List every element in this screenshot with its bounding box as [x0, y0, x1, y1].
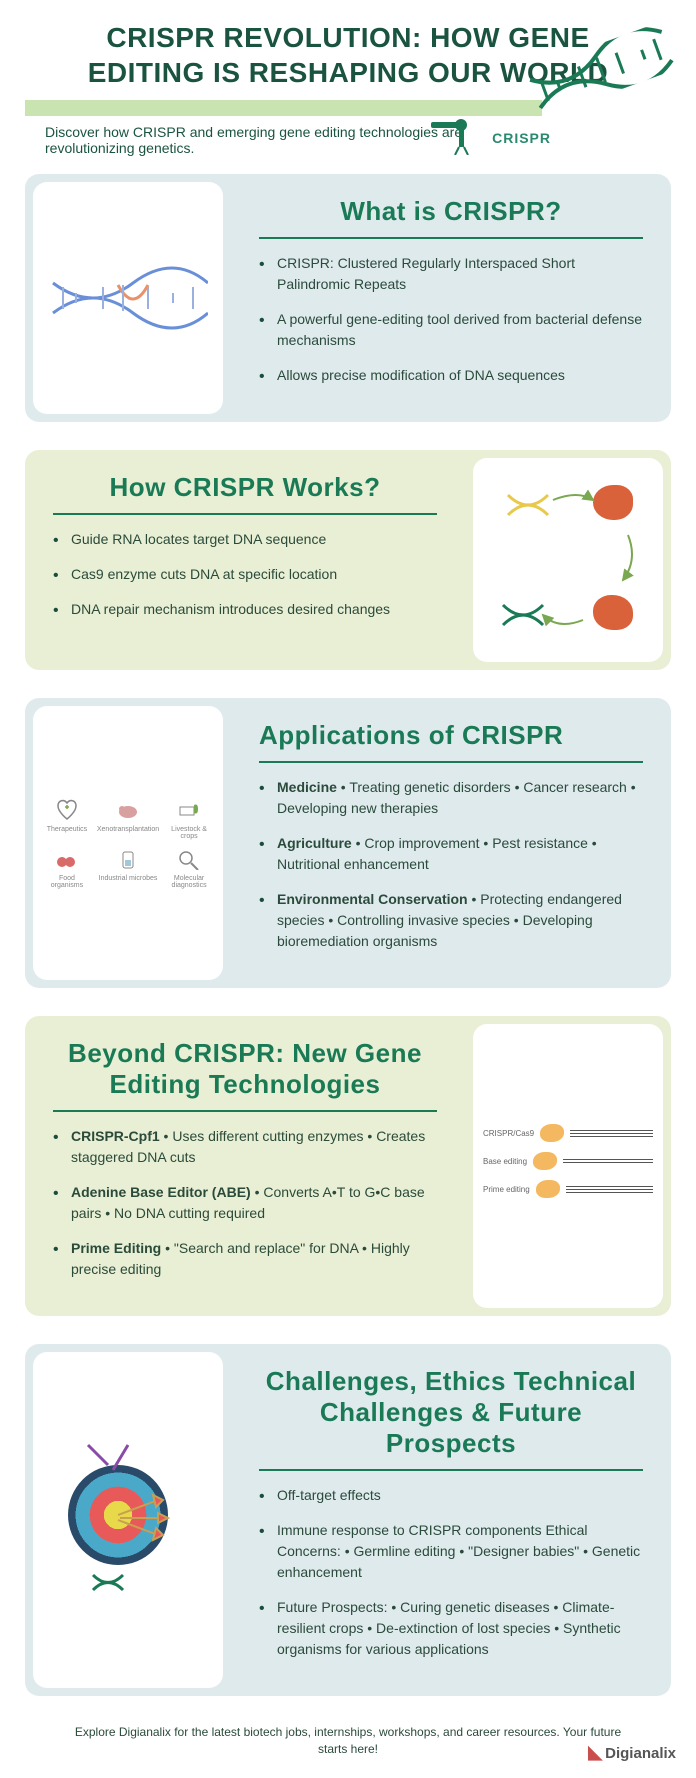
list-item: Allows precise modification of DNA seque… — [259, 365, 643, 386]
microbes-icon — [113, 846, 143, 872]
section-applications: Therapeutics Xenotransplantation Livesto… — [25, 698, 671, 988]
points-list: Medicine • Treating genetic disorders • … — [259, 777, 643, 952]
list-item: CRISPR-Cpf1 • Uses different cutting enz… — [53, 1126, 437, 1168]
divider — [53, 513, 437, 515]
divider — [259, 1469, 643, 1471]
section-challenges: Challenges, Ethics Technical Challenges … — [25, 1344, 671, 1696]
points-list: Off-target effects Immune response to CR… — [259, 1485, 643, 1660]
crispr-cycle-icon — [493, 485, 643, 635]
list-item: Adenine Base Editor (ABE) • Converts A•T… — [53, 1182, 437, 1224]
section-image: Therapeutics Xenotransplantation Livesto… — [33, 706, 223, 980]
points-list: Guide RNA locates target DNA sequence Ca… — [53, 529, 437, 620]
dna-icon — [48, 263, 208, 333]
section-title: Beyond CRISPR: New Gene Editing Technolo… — [53, 1038, 437, 1100]
section-image — [33, 1352, 223, 1688]
section-title: How CRISPR Works? — [53, 472, 437, 503]
robot-arm-icon — [431, 115, 481, 155]
list-item: Off-target effects — [259, 1485, 643, 1506]
crispr-label: CRISPR — [492, 130, 551, 146]
decorative-band — [25, 100, 542, 116]
divider — [53, 1110, 437, 1112]
editing-diagram: CRISPR/Cas9 Base editing Prime editing — [483, 1124, 653, 1208]
therapeutics-icon — [52, 797, 82, 823]
target-icon — [58, 1440, 198, 1600]
list-item: Immune response to CRISPR components Eth… — [259, 1520, 643, 1583]
divider — [259, 237, 643, 239]
section-what-is-crispr: What is CRISPR? CRISPR: Clustered Regula… — [25, 174, 671, 422]
section-image: CRISPR/Cas9 Base editing Prime editing — [473, 1024, 663, 1308]
footer-text: Explore Digianalix for the latest biotec… — [25, 1724, 671, 1758]
brand-logo: ◣Digianalix — [588, 1742, 676, 1763]
section-beyond-crispr: Beyond CRISPR: New Gene Editing Technolo… — [25, 1016, 671, 1316]
xeno-icon — [113, 797, 143, 823]
section-title: Challenges, Ethics Technical Challenges … — [259, 1366, 643, 1459]
list-item: Environmental Conservation • Protecting … — [259, 889, 643, 952]
list-item: DNA repair mechanism introduces desired … — [53, 599, 437, 620]
points-list: CRISPR: Clustered Regularly Interspaced … — [259, 253, 643, 386]
section-image — [473, 458, 663, 662]
livestock-icon — [174, 797, 204, 823]
food-icon — [52, 846, 82, 872]
list-item: Cas9 enzyme cuts DNA at specific locatio… — [53, 564, 437, 585]
cycle-arrows-icon — [493, 485, 643, 635]
section-title: What is CRISPR? — [259, 196, 643, 227]
list-item: Guide RNA locates target DNA sequence — [53, 529, 437, 550]
divider — [259, 761, 643, 763]
list-item: Medicine • Treating genetic disorders • … — [259, 777, 643, 819]
diagnostics-icon — [174, 846, 204, 872]
points-list: CRISPR-Cpf1 • Uses different cutting enz… — [53, 1126, 437, 1280]
list-item: A powerful gene-editing tool derived fro… — [259, 309, 643, 351]
dna-helix-icon — [526, 45, 676, 125]
list-item: Future Prospects: • Curing genetic disea… — [259, 1597, 643, 1660]
section-image — [33, 182, 223, 414]
list-item: Prime Editing • "Search and replace" for… — [53, 1238, 437, 1280]
section-how-crispr-works: How CRISPR Works? Guide RNA locates targ… — [25, 450, 671, 670]
hero-section: CRISPR REVOLUTION: HOW GENE EDITING IS R… — [25, 20, 671, 156]
application-icon-grid: Therapeutics Xenotransplantation Livesto… — [43, 797, 213, 889]
logo-icon: ◣ — [588, 1742, 602, 1762]
section-title: Applications of CRISPR — [259, 720, 643, 751]
list-item: CRISPR: Clustered Regularly Interspaced … — [259, 253, 643, 295]
list-item: Agriculture • Crop improvement • Pest re… — [259, 833, 643, 875]
